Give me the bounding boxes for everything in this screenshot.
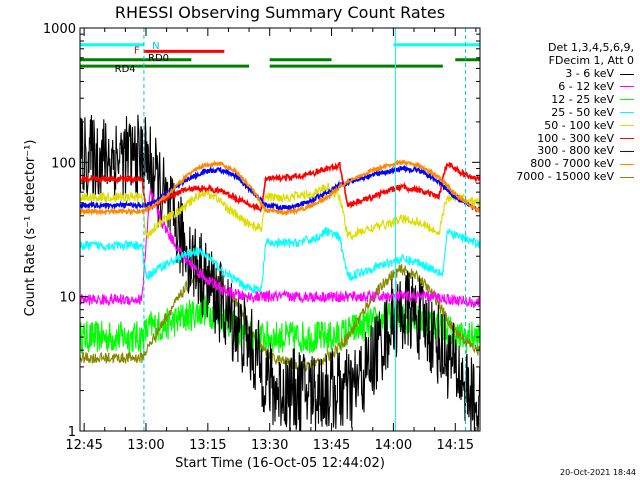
legend-header-line: Det 1,3,4,5,6,9, <box>547 41 634 54</box>
instrument-bars: N F RD0 RD4 <box>80 41 480 75</box>
legend-swatch <box>620 112 634 114</box>
y-tick-label: 1000 <box>43 22 76 37</box>
series-6-12-kev <box>80 187 480 308</box>
legend-swatch <box>620 73 634 75</box>
x-tick-label: 14:15 <box>437 438 474 453</box>
bar-label-rd0: RD0 <box>148 53 169 64</box>
x-tick-label: 13:45 <box>313 438 350 453</box>
legend-swatch <box>620 125 634 127</box>
x-tick-label: 13:15 <box>189 438 226 453</box>
x-tick-label: 13:30 <box>251 438 288 453</box>
legend-entry-label: 25 - 50 keV <box>551 105 614 119</box>
legend-header-line: FDecim 1, Att 0 <box>548 54 634 67</box>
x-tick-label: 12:45 <box>65 438 102 453</box>
legend-entry: 7000 - 15000 keV <box>516 171 634 183</box>
x-tick-label: 13:00 <box>127 438 164 453</box>
axes: 1 10 100 1000 12:45 13:00 13:15 13:30 13:45 14:00… <box>43 22 480 453</box>
legend-swatch <box>620 163 634 165</box>
series-25-50-kev <box>80 227 480 294</box>
legend-entry-label: 50 - 100 keV <box>544 118 614 132</box>
plot-frame <box>79 27 481 432</box>
legend-swatch <box>620 176 634 178</box>
legend-entry: 25 - 50 keV <box>551 105 634 119</box>
y-tick-label: 100 <box>51 156 76 171</box>
series-7000-15000-kev <box>80 264 480 372</box>
y-axis-label: Count Rate (s⁻¹ detector⁻¹) <box>23 140 38 317</box>
chart-title: RHESSI Observing Summary Count Rates <box>115 3 445 22</box>
bar-label-rd4: RD4 <box>115 64 136 75</box>
legend-entry: 3 - 6 keV <box>565 68 634 80</box>
legend-entry: 50 - 100 keV <box>544 118 634 132</box>
legend-entry-label: 3 - 6 keV <box>565 67 614 80</box>
legend-entry-label: 100 - 300 keV <box>537 131 614 145</box>
y-tick-label: 1 <box>68 425 76 440</box>
series-50-100-kev <box>80 182 480 242</box>
footer-date: 20-Oct-2021 18:44 <box>560 468 636 477</box>
series-800-7000-kev <box>80 159 480 217</box>
legend-entry: 6 - 12 keV <box>558 79 634 93</box>
x-tick-label: 14:00 <box>375 438 412 453</box>
legend-swatch <box>620 138 634 139</box>
legend-entry: 800 - 7000 keV <box>530 158 634 170</box>
legend-entry-label: 6 - 12 keV <box>558 79 614 93</box>
legend-swatch <box>620 86 634 88</box>
bar-label-f: F <box>134 46 140 57</box>
legend-swatch <box>620 99 634 101</box>
legend-entry-label: 300 - 800 keV <box>537 144 614 158</box>
x-axis-label: Start Time (16-Oct-05 12:44:02) <box>175 456 385 471</box>
bar-label-n: N <box>152 41 159 52</box>
legend-entry-label: 7000 - 15000 keV <box>516 170 614 184</box>
legend-entry-label: 12 - 25 keV <box>551 92 614 106</box>
series-3-6-kev <box>80 114 480 431</box>
legend-entry: 300 - 800 keV <box>537 145 634 157</box>
y-tick-label: 10 <box>59 291 76 306</box>
series-layer <box>80 114 480 431</box>
series-300-800-kev <box>80 165 480 213</box>
legend-entry-label: 800 - 7000 keV <box>530 157 614 171</box>
legend-entry: 100 - 300 keV <box>537 131 634 145</box>
legend-swatch <box>620 150 634 152</box>
legend-entry: 12 - 25 keV <box>551 92 634 106</box>
